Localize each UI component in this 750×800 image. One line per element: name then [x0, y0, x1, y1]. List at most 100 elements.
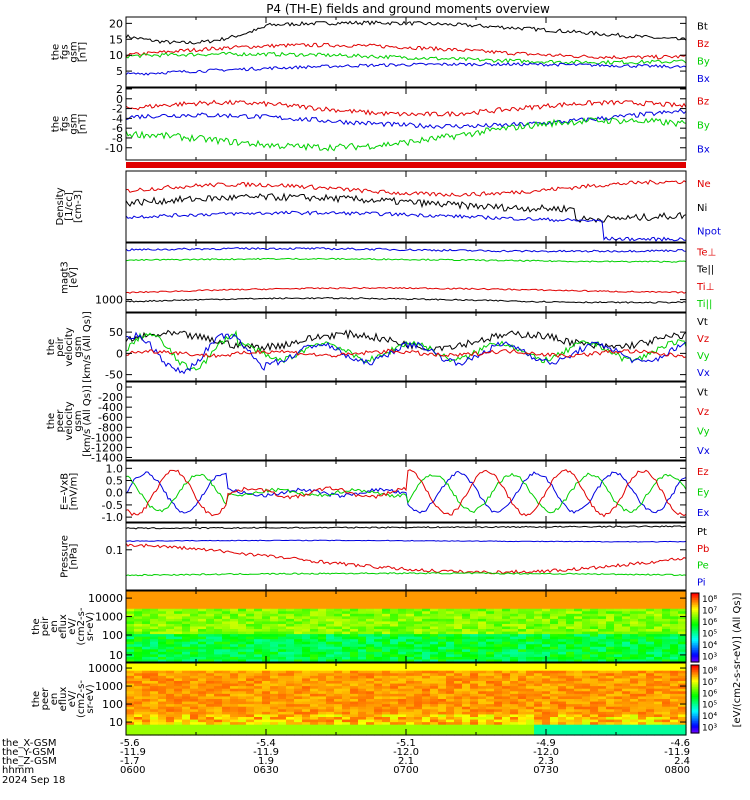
spectrogram-cell [406, 706, 415, 710]
colorbar-cell [691, 688, 699, 692]
spectrogram-cell [350, 631, 359, 635]
spectrogram-cell [502, 724, 511, 728]
spectrogram-cell [558, 603, 567, 607]
spectrogram-cell [614, 613, 623, 617]
spectrogram-cell [454, 601, 463, 605]
spectrogram-cell [590, 686, 599, 690]
spectrogram-cell [646, 688, 655, 692]
spectrogram-cell [230, 623, 239, 628]
y-tick-label: 0 [116, 347, 123, 360]
spectrogram-cell [182, 626, 191, 630]
spectrogram-cell [598, 691, 607, 695]
spectrogram-cell [374, 732, 383, 736]
spectrogram-cell [190, 729, 199, 734]
spectrogram-cell [454, 675, 463, 680]
spectrogram-cell [246, 626, 255, 630]
spectrogram-cell [158, 603, 167, 607]
spectrogram-cell [358, 649, 367, 653]
spectrogram-cell [470, 665, 479, 669]
spectrogram-cell [326, 596, 335, 600]
spectrogram-cell [214, 732, 223, 736]
spectrogram-cell [302, 611, 311, 615]
spectrogram-cell [438, 616, 447, 620]
spectrogram-cell [622, 596, 631, 600]
spectrogram-cell [126, 724, 135, 728]
spectrogram-cell [654, 693, 663, 698]
spectrogram-cell [494, 722, 503, 726]
spectrogram-cell [558, 656, 567, 661]
spectrogram-cell [430, 704, 439, 708]
spectrogram-cell [406, 668, 415, 672]
colorbar-tick-label: 10⁸ [702, 667, 717, 677]
spectrogram-cell [598, 709, 607, 713]
spectrogram-cell [470, 691, 479, 695]
spectrogram-cell [438, 704, 447, 708]
spectrogram-cell [286, 717, 295, 721]
spectrogram-cell [318, 701, 327, 705]
spectrogram-cell [366, 675, 375, 680]
spectrogram-cell [646, 727, 655, 731]
y-axis-label: [km/s (All Qs)] [82, 385, 93, 457]
spectrogram-cell [574, 663, 583, 667]
spectrogram-cell [366, 596, 375, 600]
spectrogram-cell [542, 670, 551, 674]
spectrogram-cell [310, 659, 319, 663]
spectrogram-cell [382, 634, 391, 638]
spectrogram-cell [222, 724, 231, 728]
spectrogram-cell [614, 724, 623, 728]
spectrogram-cell [358, 629, 367, 633]
spectrogram-cell [438, 598, 447, 602]
spectrogram-cell [190, 644, 199, 648]
spectrogram-cell [654, 603, 663, 607]
spectrogram-cell [222, 681, 231, 685]
spectrogram-cell [486, 704, 495, 708]
spectrogram-cell [542, 629, 551, 633]
spectrogram-cell [246, 651, 255, 655]
spectrogram-cell [294, 704, 303, 708]
spectrogram-cell [214, 722, 223, 726]
spectrogram-cell [670, 601, 679, 605]
spectrogram-cell [390, 651, 399, 655]
spectrogram-cell [222, 732, 231, 736]
spectrogram-cell [638, 704, 647, 708]
spectrogram-cell [550, 601, 559, 605]
spectrogram-cell [518, 673, 527, 677]
spectrogram-cell [566, 675, 575, 680]
spectrogram-cell [622, 641, 631, 645]
spectrogram-cell [126, 727, 135, 731]
spectrogram-cell [262, 651, 271, 655]
spectrogram-cell [286, 686, 295, 690]
spectrogram-cell [422, 706, 431, 710]
spectrogram-cell [334, 699, 343, 703]
spectrogram-cell [510, 696, 519, 700]
spectrogram-cell [566, 651, 575, 655]
spectrogram-cell [134, 727, 143, 731]
spectrogram-cell [318, 611, 327, 615]
spectrogram-cell [294, 623, 303, 628]
spectrogram-cell [286, 681, 295, 685]
spectrogram-cell [278, 688, 287, 692]
spectrogram-cell [534, 696, 543, 700]
spectrogram-cell [630, 691, 639, 695]
spectrogram-cell [430, 596, 439, 600]
spectrogram-cell [558, 675, 567, 680]
spectrogram-cell [126, 668, 135, 672]
spectrogram-cell [262, 629, 271, 633]
spectrogram-cell [142, 659, 151, 663]
spectrogram-cell [574, 729, 583, 734]
ephemeris-value: -4.9 [536, 738, 556, 749]
colorbar-frame [690, 592, 700, 663]
spectrogram-cell [510, 663, 519, 667]
spectrogram-cell [214, 706, 223, 710]
spectrogram-cell [462, 641, 471, 645]
spectrogram-cell [158, 639, 167, 643]
spectrogram-cell [342, 611, 351, 615]
spectrogram-cell [246, 663, 255, 667]
spectrogram-cell [446, 649, 455, 653]
y-tick-label: 2 [116, 83, 123, 96]
spectrogram-cell [302, 616, 311, 620]
spectrogram-cell [358, 618, 367, 623]
spectrogram-cell [630, 704, 639, 708]
spectrogram-cell [246, 699, 255, 703]
